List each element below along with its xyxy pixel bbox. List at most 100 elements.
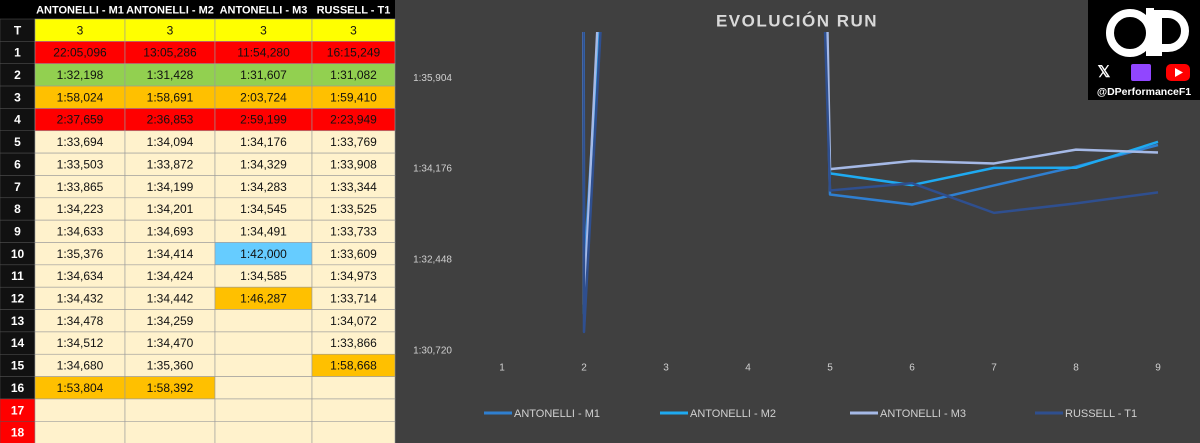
cell: 1:34,585 [240, 269, 287, 283]
table-header-bg [0, 0, 395, 19]
cell: 1:34,283 [240, 180, 287, 194]
cell: 1:34,478 [57, 314, 104, 328]
x-tick-label: 9 [1155, 363, 1161, 374]
column-header: RUSSELL - T1 [317, 4, 391, 16]
row-label: 8 [14, 202, 21, 216]
logo: 𝕏 @DPerformanceF1 [1088, 0, 1200, 100]
row-label: 10 [11, 247, 25, 261]
cell: 1:33,525 [330, 202, 377, 216]
series-line [582, 32, 1159, 334]
cell: 2:37,659 [57, 113, 104, 127]
cell: 1:34,201 [147, 202, 194, 216]
cell: 1:34,442 [147, 292, 194, 306]
cell: 1:34,680 [57, 359, 104, 373]
cell: 1:33,694 [57, 135, 104, 149]
cell-bg [214, 353, 313, 377]
cell: 1:32,198 [57, 68, 104, 82]
cell: 1:34,176 [240, 135, 287, 149]
x-tick-label: 8 [1073, 363, 1079, 374]
cell: 1:34,512 [57, 336, 104, 350]
cell: 1:34,491 [240, 224, 287, 238]
cell: 1:59,410 [330, 90, 377, 104]
cell: 1:35,360 [147, 359, 194, 373]
x-tick-label: 5 [827, 363, 833, 374]
cell: 1:34,545 [240, 202, 287, 216]
legend-label: RUSSELL - T1 [1065, 408, 1137, 420]
cell: 1:34,424 [147, 269, 194, 283]
cell: 11:54,280 [237, 46, 290, 60]
cell-bg [124, 398, 216, 422]
cell: 1:58,392 [147, 381, 194, 395]
cell: 1:34,329 [240, 157, 287, 171]
row-label: 16 [11, 381, 25, 395]
cell: 1:34,973 [330, 269, 377, 283]
row-label: 7 [14, 180, 21, 194]
cell-bg [214, 376, 313, 400]
cell: 1:34,094 [147, 135, 194, 149]
cell: 1:34,259 [147, 314, 194, 328]
cell-bg [214, 331, 313, 355]
row-label: 4 [14, 113, 21, 127]
cell: 1:34,414 [147, 247, 194, 261]
cell: 1:31,082 [330, 68, 377, 82]
cell: 13:05,286 [143, 46, 197, 60]
cell: 1:34,470 [147, 336, 194, 350]
cell: 3 [167, 23, 174, 37]
cell: 22:05,096 [53, 46, 107, 60]
cell: 1:31,607 [240, 68, 287, 82]
x-icon: 𝕏 [1098, 64, 1111, 81]
series-clip [582, 32, 1159, 275]
cell-bg [214, 420, 313, 443]
cell: 1:33,609 [330, 247, 377, 261]
cell-bg [214, 398, 313, 422]
cell-bg [311, 420, 396, 443]
row-label: 15 [11, 359, 25, 373]
row-label: 5 [14, 135, 21, 149]
row-label: 1 [14, 46, 21, 60]
x-tick-label: 1 [499, 363, 505, 374]
cell: 1:33,866 [330, 336, 377, 350]
row-label: 17 [11, 403, 25, 417]
series-clip [582, 32, 1159, 334]
x-tick-label: 2 [581, 363, 587, 374]
row-label: 9 [14, 224, 21, 238]
cell: 1:34,633 [57, 224, 104, 238]
cell: 1:53,804 [57, 381, 104, 395]
cell: 1:42,000 [240, 247, 287, 261]
cell: 1:33,503 [57, 157, 104, 171]
cell-bg [214, 309, 313, 333]
row-label: 12 [11, 292, 25, 306]
y-tick-label: 1:32,448 [413, 255, 452, 266]
y-tick-label: 1:34,176 [413, 164, 452, 175]
row-label: 6 [14, 157, 21, 171]
chart-title: EVOLUCIÓN RUN [716, 11, 878, 30]
row-label: 2 [14, 68, 21, 82]
cell: 1:33,865 [57, 180, 104, 194]
cell: 1:34,634 [57, 269, 104, 283]
row-label: 14 [11, 336, 25, 350]
logo-p [1154, 10, 1189, 56]
cell: 2:36,853 [147, 113, 194, 127]
cell: 1:58,691 [147, 90, 194, 104]
cell: 1:34,223 [57, 202, 104, 216]
cell-bg [311, 398, 396, 422]
column-header: ANTONELLI - M1 [36, 4, 124, 16]
cell-bg [311, 376, 396, 400]
x-tick-label: 6 [909, 363, 915, 374]
chart-bg [395, 0, 1200, 443]
cell: 16:15,249 [327, 46, 381, 60]
cell: 1:33,769 [330, 135, 377, 149]
y-tick-label: 1:35,904 [413, 73, 452, 84]
row-label: 18 [11, 426, 25, 440]
cell: 1:33,733 [330, 224, 377, 238]
cell: 1:33,872 [147, 157, 194, 171]
row-label: 3 [14, 90, 21, 104]
cell: 2:03,724 [240, 90, 287, 104]
cell-bg [124, 420, 216, 443]
cell: 1:34,199 [147, 180, 194, 194]
cell: 1:33,908 [330, 157, 377, 171]
cell: 1:33,714 [330, 292, 377, 306]
cell: 1:31,428 [147, 68, 194, 82]
column-header: ANTONELLI - M3 [220, 4, 308, 16]
